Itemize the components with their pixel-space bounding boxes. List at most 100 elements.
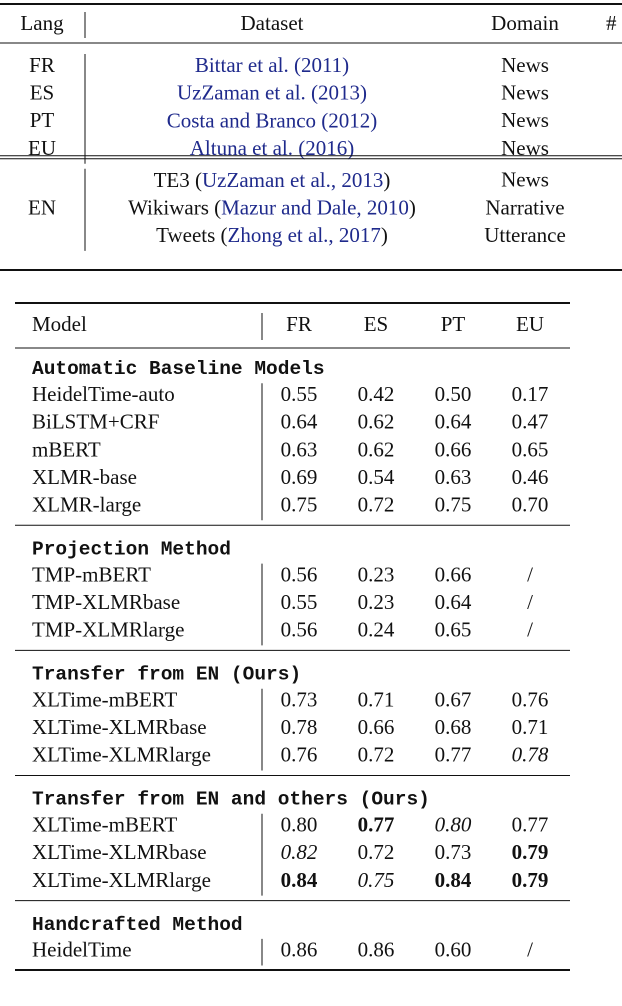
model-name: HeidelTime [32, 938, 132, 962]
citation-link: UzZaman et al. (2013) [177, 81, 367, 105]
score: 0.78 [512, 743, 549, 767]
dataset: Altuna et al. (2016) [190, 136, 354, 160]
score: / [527, 590, 533, 614]
score: 0.64 [435, 410, 472, 434]
model-name: mBERT [32, 437, 101, 461]
score: 0.66 [435, 562, 472, 586]
score: 0.79 [512, 840, 549, 864]
lang: PT [30, 108, 55, 132]
dataset: TE3 (UzZaman et al., 2013) [154, 168, 391, 192]
section-title: Handcrafted Method [32, 914, 243, 936]
score: 0.72 [358, 840, 395, 864]
column-header: Domain [491, 11, 559, 35]
score: 0.63 [435, 465, 472, 489]
section-title: Automatic Baseline Models [32, 358, 325, 380]
dataset-text: ) [409, 195, 416, 219]
model-name: BiLSTM+CRF [32, 410, 159, 434]
domain: News [501, 81, 549, 105]
citation-link: Zhong et al., 2017 [228, 223, 381, 247]
dataset: Bittar et al. (2011) [195, 53, 349, 77]
score: 0.77 [358, 813, 395, 837]
domain: News [501, 136, 549, 160]
score: / [527, 618, 533, 642]
score: 0.62 [358, 410, 395, 434]
score: 0.68 [435, 715, 472, 739]
score: 0.73 [435, 840, 472, 864]
score: 0.69 [281, 465, 318, 489]
score: 0.64 [281, 410, 318, 434]
score: 0.79 [512, 868, 549, 892]
model-name: XLTime-mBERT [32, 813, 178, 837]
dataset-text: TE3 ( [154, 168, 202, 192]
score: 0.46 [512, 465, 549, 489]
score: 0.77 [512, 813, 549, 837]
model-name: TMP-XLMRbase [32, 590, 180, 614]
score: 0.77 [435, 743, 472, 767]
citation-link: Mazur and Dale, 2010 [221, 195, 409, 219]
score: 0.56 [281, 562, 318, 586]
dataset-text: ) [381, 223, 388, 247]
score: 0.23 [358, 562, 395, 586]
score: 0.65 [435, 618, 472, 642]
score: 0.84 [281, 868, 318, 892]
domain: Utterance [484, 223, 566, 247]
model-name: XLTime-XLMRbase [32, 840, 207, 864]
score: 0.64 [435, 590, 472, 614]
score: 0.86 [281, 938, 318, 962]
score: 0.86 [358, 938, 395, 962]
score: 0.72 [358, 743, 395, 767]
score: 0.76 [281, 743, 318, 767]
dataset: UzZaman et al. (2013) [177, 81, 367, 105]
model-name: XLMR-large [32, 493, 141, 517]
column-header: Dataset [241, 11, 304, 35]
score: 0.42 [358, 382, 395, 406]
model-name: TMP-XLMRlarge [32, 618, 184, 642]
score: 0.80 [281, 813, 318, 837]
score: 0.84 [435, 868, 472, 892]
score: 0.63 [281, 437, 318, 461]
score: 0.55 [281, 382, 318, 406]
lang: EU [28, 136, 56, 160]
score: 0.80 [435, 813, 472, 837]
dataset: Costa and Branco (2012) [167, 108, 378, 132]
score: 0.55 [281, 590, 318, 614]
score: 0.23 [358, 590, 395, 614]
citation-link: Bittar et al. (2011) [195, 53, 349, 77]
score: 0.75 [358, 868, 395, 892]
section-title: Projection Method [32, 538, 231, 560]
score: 0.78 [281, 715, 318, 739]
column-header: # [606, 11, 617, 35]
column-header: FR [286, 312, 312, 336]
section-title: Transfer from EN and others (Ours) [32, 789, 430, 811]
model-name: XLTime-mBERT [32, 688, 178, 712]
lang: FR [29, 53, 55, 77]
model-name: TMP-mBERT [32, 562, 151, 586]
score: 0.82 [281, 840, 318, 864]
dataset: Tweets (Zhong et al., 2017) [156, 223, 388, 247]
citation-link: UzZaman et al., 2013 [202, 168, 383, 192]
lang: ES [30, 81, 55, 105]
model-name: XLMR-base [32, 465, 137, 489]
domain: News [501, 108, 549, 132]
citation-link: Altuna et al. (2016) [190, 136, 354, 160]
score: / [527, 562, 533, 586]
model-name: HeidelTime-auto [32, 382, 175, 406]
lang: EN [28, 195, 56, 219]
score: 0.56 [281, 618, 318, 642]
score: 0.67 [435, 688, 472, 712]
score: / [527, 938, 533, 962]
model-name: XLTime-XLMRbase [32, 715, 207, 739]
score: 0.66 [358, 715, 395, 739]
model-name: XLTime-XLMRlarge [32, 743, 211, 767]
column-header: EU [516, 312, 544, 336]
score: 0.47 [512, 410, 549, 434]
dataset-text: Wikiwars ( [128, 195, 221, 219]
score: 0.17 [512, 382, 549, 406]
score: 0.73 [281, 688, 318, 712]
domain: Narrative [485, 195, 564, 219]
score: 0.54 [358, 465, 395, 489]
column-header: Model [32, 312, 87, 336]
score: 0.70 [512, 493, 549, 517]
